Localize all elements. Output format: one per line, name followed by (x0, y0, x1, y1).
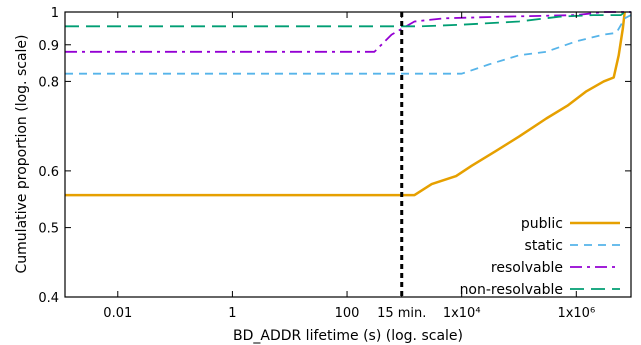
legend-label-static: static (525, 238, 563, 254)
x-tick-label: 1x10⁶ (557, 306, 595, 321)
y-tick-label: 0.8 (38, 75, 59, 90)
series-line-static (65, 14, 632, 75)
x-tick-label: 100 (335, 306, 360, 321)
y-tick-label: 0.5 (38, 222, 59, 237)
legend-label-resolvable: resolvable (491, 260, 563, 276)
x-tick-label: 1x10⁴ (443, 306, 481, 321)
y-axis-label: Cumulative proportion (log. scale) (14, 35, 30, 274)
y-tick-label: 0.4 (38, 291, 59, 306)
y-tick-label: 0.9 (38, 39, 59, 54)
legend: public static resolvable non-resolvable (460, 216, 620, 298)
series-line-resolvable (65, 11, 631, 53)
x-tick-label: 15 min. (377, 306, 426, 321)
x-axis-label: BD_ADDR lifetime (s) (log. scale) (233, 328, 463, 344)
series-line-public (65, 11, 626, 197)
y-tick-label: 1 (51, 6, 59, 21)
legend-label-public: public (521, 216, 563, 232)
legend-label-non-resolvable: non-resolvable (460, 282, 563, 298)
plot-frame (64, 11, 632, 298)
x-tick-label: 0.01 (103, 306, 132, 321)
y-tick-label: 0.6 (38, 165, 59, 180)
x-tick-label: 1 (228, 306, 236, 321)
series-line-non-resolvable (65, 11, 631, 28)
